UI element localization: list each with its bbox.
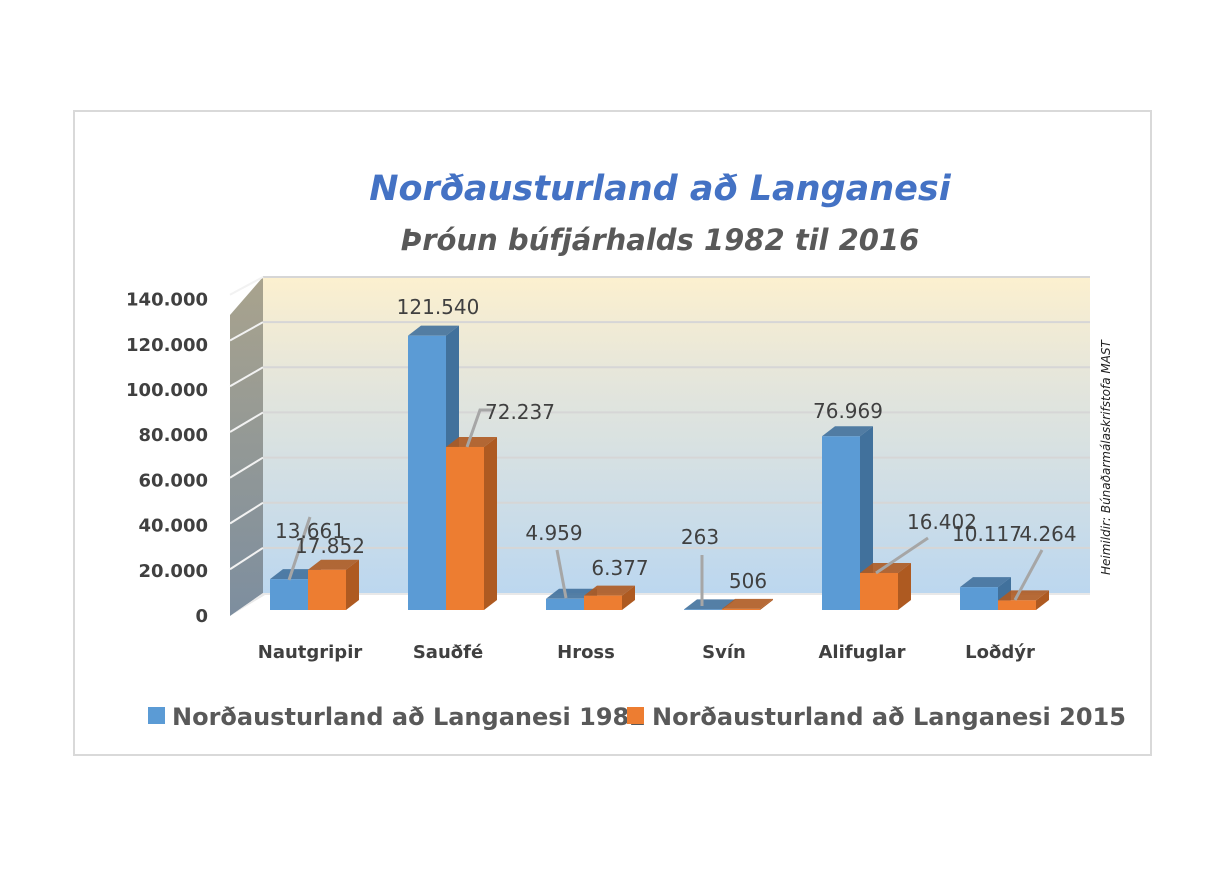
bar-side — [760, 598, 773, 610]
bar-2015-1 — [446, 436, 497, 610]
side-gridline — [229, 547, 264, 571]
bar-front — [446, 446, 484, 610]
y-tick-label: 80.000 — [139, 425, 208, 446]
y-tick-label: 100.000 — [126, 380, 208, 401]
legend-label-2015: Norðausturland að Langanesi 2015 — [652, 703, 1126, 731]
leader-line — [465, 408, 492, 448]
source-note: Heimildir: Búnaðarmálaskrifstofa MAST — [1099, 338, 1113, 575]
legend-swatch-2015 — [627, 707, 644, 724]
legend-label-1982: Norðausturland að Langanesi 1982 — [172, 703, 646, 731]
data-label: 17.852 — [295, 534, 365, 558]
y-tick-label: 0 — [195, 606, 208, 627]
data-label: 6.377 — [591, 556, 648, 580]
bar-2015-0 — [308, 559, 359, 610]
bar-front — [308, 569, 346, 610]
category-label: Nautgripir — [258, 642, 363, 663]
bar-top — [446, 436, 497, 447]
leader-line — [875, 536, 929, 575]
bar-2015-4 — [860, 562, 911, 610]
data-label: 10.117 — [952, 522, 1022, 546]
data-label: 263 — [681, 525, 719, 549]
category-label: Loðdýr — [965, 642, 1035, 663]
leader-line — [287, 516, 312, 581]
data-label: 13.661 — [275, 519, 345, 543]
bar-front — [960, 587, 998, 610]
bar-side — [346, 559, 359, 610]
bar-front — [546, 598, 584, 610]
side-gridline — [229, 276, 264, 296]
bar-top — [822, 426, 873, 437]
legend-swatch-1982 — [148, 707, 165, 724]
y-tick-label: 140.000 — [126, 290, 208, 311]
bar-top — [684, 599, 735, 610]
chart-title: Norðausturland að Langanesi — [369, 169, 952, 209]
bar-2015-3 — [722, 598, 773, 610]
side-gridline — [229, 321, 264, 342]
bar-side — [1036, 590, 1049, 610]
bar-front — [722, 608, 760, 610]
bar-side — [860, 426, 873, 610]
bar-top — [584, 585, 635, 596]
side-gridline — [229, 366, 264, 388]
bar-front — [860, 572, 898, 610]
bar-top — [998, 590, 1049, 601]
bar-front — [822, 436, 860, 610]
bar-front — [684, 609, 722, 610]
y-tick-label: 120.000 — [126, 335, 208, 356]
bar-side — [898, 562, 911, 610]
data-label: 4.264 — [1019, 522, 1076, 546]
bar-front — [270, 579, 308, 610]
category-label: Alifuglar — [819, 642, 906, 663]
data-label: 72.237 — [485, 400, 555, 424]
side-gridline — [229, 411, 264, 433]
y-tick-label: 40.000 — [139, 516, 208, 537]
leader-line — [1013, 549, 1044, 601]
side-wall — [230, 277, 263, 616]
bar-top — [308, 559, 359, 570]
bar-front — [408, 335, 446, 610]
legend: Norðausturland að Langanesi 1982 Norðaus… — [148, 703, 1126, 731]
leader-line — [555, 549, 568, 599]
side-gridline — [229, 501, 264, 525]
bar-top — [722, 598, 773, 609]
data-label: 16.402 — [907, 510, 977, 534]
data-label: 4.959 — [525, 521, 582, 545]
data-label: 121.540 — [397, 295, 480, 319]
bar-1982-4 — [822, 426, 873, 610]
side-gridline — [229, 456, 264, 479]
y-tick-label: 20.000 — [139, 561, 208, 582]
y-tick-label: 60.000 — [139, 470, 208, 491]
bar-side — [622, 585, 635, 610]
bar-front — [584, 595, 622, 610]
bar-top — [960, 577, 1011, 588]
category-label: Hross — [557, 642, 615, 663]
bar-front — [998, 600, 1036, 610]
bar-side — [484, 436, 497, 610]
category-label: Svín — [702, 642, 746, 663]
bar-2015-2 — [584, 585, 635, 610]
data-label: 506 — [729, 569, 767, 593]
back-wall — [263, 277, 1090, 593]
chart-subtitle: Þróun búfjárhalds 1982 til 2016 — [401, 223, 920, 257]
bar-top — [408, 325, 459, 336]
chart-frame — [73, 110, 1152, 756]
category-label: Sauðfé — [413, 642, 483, 663]
data-label: 76.969 — [813, 399, 883, 423]
bar-2015-5 — [998, 590, 1049, 610]
